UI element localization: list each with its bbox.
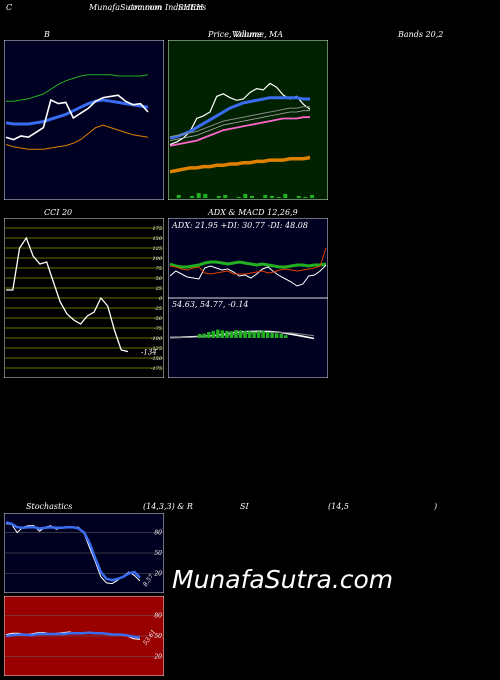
macd-histogram-bar — [220, 330, 225, 338]
cci-tick-label: 50 — [156, 276, 163, 282]
rsi-params: (14,5 — [328, 502, 349, 511]
cci-tick-label: -150 — [151, 356, 163, 362]
cci-line — [6, 236, 129, 353]
cci-tick-label: -50 — [154, 316, 163, 322]
cci-tick-label: -25 — [154, 306, 162, 312]
volume-bar — [250, 196, 254, 198]
cci-tick-label: 150 — [152, 236, 162, 242]
price-volume-title: Price, Volume, MA — [208, 30, 284, 39]
volume-bar — [296, 196, 301, 198]
macd-histogram-bar — [274, 333, 279, 338]
adx-adx-line — [169, 260, 327, 269]
macd-histogram-bar — [229, 331, 234, 338]
rsi-tick-label: 20 — [153, 653, 162, 660]
macd-histogram-bar — [243, 330, 247, 338]
macd-histogram-bar — [225, 330, 229, 338]
adx-minus_di-line — [169, 247, 327, 275]
bands-title: Bands 20,2 — [398, 30, 444, 39]
cci-last-value-label: -134 — [141, 349, 157, 357]
cci-tick-label: 100 — [152, 256, 162, 262]
stoch-tick-label: 20 — [153, 570, 162, 577]
macd-histogram-bar — [247, 331, 252, 338]
price-ma_pink-line — [169, 116, 310, 147]
volume-bar — [276, 197, 281, 198]
volume-bar — [236, 197, 241, 198]
adx-macd-panel: ADX: 21.95 +DI: 30.77 -DI: 48.08 54.63, … — [168, 218, 328, 378]
volume-bar — [216, 196, 221, 198]
macd-histogram-bar — [270, 332, 274, 338]
rsi-tick-label: 80 — [154, 613, 162, 620]
adx-plus_di-line — [169, 264, 327, 287]
rsi-si-label: SI — [240, 502, 249, 511]
macd-histogram-bar — [216, 329, 220, 338]
stoch-tick-label: 80 — [154, 530, 162, 537]
stoch-tick-label: 50 — [154, 550, 162, 557]
stochastics-panel: 80 50 20 8.57 — [4, 513, 164, 593]
macd-histogram-bar — [202, 333, 206, 338]
price-volume-panel — [168, 40, 328, 200]
macd-histogram-bar — [265, 332, 270, 338]
header-title: MunafaSutra.com — [89, 3, 162, 12]
rsi-rsi_ma-line — [5, 631, 141, 639]
rsi-close-paren: ) — [434, 502, 438, 511]
price-volume-title-overlap: Volume — [232, 30, 262, 39]
bollinger-lower-line — [5, 124, 149, 150]
stoch-title: Stochastics — [26, 502, 73, 511]
volume-bar — [176, 195, 181, 198]
macd-histogram-bar — [252, 331, 256, 338]
header-symbol: SHEH — [178, 3, 204, 12]
cci-tick-label: -125 — [151, 346, 162, 352]
adx-macd-title: ADX & MACD 12,26,9 — [208, 208, 298, 217]
cci-tick-label: 25 — [155, 286, 162, 292]
volume-bar — [203, 194, 208, 198]
macd-histogram-bar — [279, 334, 283, 338]
macd-histogram-bar — [234, 330, 238, 338]
watermark: MunafaSutra.com — [172, 565, 394, 594]
macd-histogram-bar — [207, 332, 211, 338]
bollinger-title: B — [44, 30, 50, 39]
volume-bar — [243, 194, 248, 198]
header-left-letter: C — [6, 3, 13, 12]
volume-bar — [310, 195, 314, 198]
macd-histogram-bar — [256, 331, 261, 338]
macd-histogram-bar — [211, 330, 216, 338]
volume-bar — [196, 193, 201, 198]
volume-bar — [223, 195, 228, 198]
cci-panel: 175 150 125 100 75 50 25 0 -25 -50 -75 -100 -125 -150… — [4, 218, 164, 378]
rsi-tick-label: 50 — [154, 633, 162, 640]
volume-bar — [270, 196, 274, 198]
macd-histogram-bar — [261, 330, 265, 338]
bollinger-upper-line — [6, 74, 149, 102]
cci-tick-label: -175 — [151, 366, 162, 372]
rsi-panel: 80 50 20 53.61 — [4, 596, 164, 676]
price-ma-mid-secondary-line — [169, 110, 310, 141]
macd-histogram-bar — [238, 330, 243, 338]
macd-histogram-bar — [284, 335, 288, 338]
cci-tick-label: 75 — [156, 266, 162, 272]
stoch-params: (14,3,3) & R — [143, 502, 193, 511]
cci-title: CCI 20 — [44, 208, 73, 217]
macd-values: 54.63, 54.77, -0.14 — [172, 300, 249, 309]
adx-values: ADX: 21.95 +DI: 30.77 -DI: 48.08 — [172, 221, 308, 230]
header-title-overlap: common Indicators — [128, 3, 207, 12]
price-ma_short-line — [169, 96, 310, 140]
cci-tick-label: -100 — [151, 336, 163, 342]
macd-histogram-bar — [198, 334, 202, 338]
price-ma_mid-line — [169, 106, 310, 138]
volume-bar — [303, 197, 308, 198]
cci-tick-label: 175 — [152, 226, 162, 232]
bollinger-price-line — [5, 94, 149, 141]
bollinger-middle-line — [5, 98, 149, 126]
volume-bar — [283, 194, 288, 198]
bollinger-panel — [4, 40, 164, 200]
price-ma_long-line — [169, 155, 311, 174]
cci-tick-label: -75 — [154, 326, 162, 332]
volume-bar — [190, 196, 194, 198]
volume-bar — [263, 195, 268, 198]
cci-tick-label: 0 — [159, 296, 163, 302]
stoch-d-line — [5, 521, 141, 582]
cci-tick-label: 125 — [152, 246, 162, 252]
